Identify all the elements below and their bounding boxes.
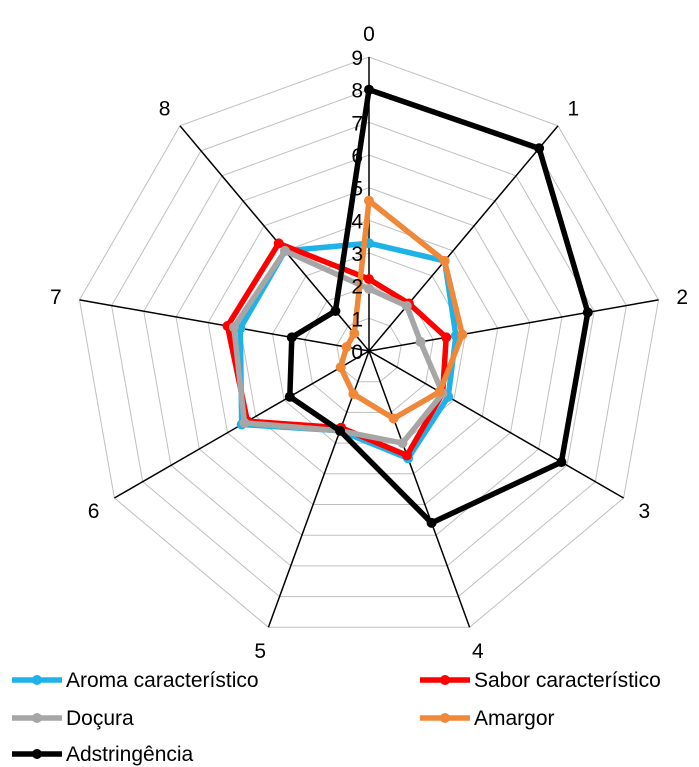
category-label-5: 5 — [254, 640, 266, 663]
series-point-3-3 — [434, 386, 445, 397]
legend-label-4: Adstringência — [66, 743, 194, 766]
legend-item-1: Sabor característico — [420, 669, 661, 692]
series-line-1 — [224, 240, 449, 459]
series-point-2-4 — [397, 438, 408, 449]
series-3 — [335, 195, 468, 424]
category-label-8: 8 — [159, 97, 171, 120]
category-label-6: 6 — [88, 500, 100, 523]
legend-swatch-marker-2 — [32, 713, 42, 723]
series-point-3-4 — [388, 413, 399, 424]
radial-tick-labels: 0 1 2 3 4 5 6 7 8 9 — [351, 47, 363, 364]
tick-label-4: 4 — [351, 210, 363, 233]
tick-label-8: 8 — [351, 80, 363, 103]
series-point-2-8 — [280, 245, 290, 256]
gridline-5 — [207, 187, 531, 505]
axis-spoke-8 — [179, 125, 370, 352]
series-point-4-0 — [364, 84, 374, 95]
series-line-0 — [237, 240, 459, 462]
legend-label-0: Aroma característico — [66, 669, 259, 692]
radar-series — [222, 84, 593, 528]
gridline-7 — [143, 121, 595, 567]
series-point-4-3 — [556, 457, 567, 468]
category-label-1: 1 — [568, 97, 580, 120]
series-point-4-1 — [534, 143, 545, 154]
gridline-8 — [111, 89, 627, 598]
legend-item-4: Adstringência — [12, 743, 194, 766]
series-point-3-6 — [335, 362, 346, 373]
tick-label-6: 6 — [351, 145, 363, 168]
series-point-3-5 — [348, 389, 359, 399]
category-label-3: 3 — [639, 500, 651, 523]
tick-label-9: 9 — [351, 47, 363, 70]
legend-label-2: Doçura — [66, 707, 134, 730]
legend-swatch-marker-1 — [440, 675, 450, 685]
series-point-2-1 — [401, 301, 412, 311]
series-point-4-4 — [426, 517, 437, 528]
series-4 — [284, 84, 593, 528]
series-point-2-0 — [364, 283, 374, 294]
legend-item-2: Doçura — [12, 707, 134, 730]
gridline-6 — [175, 154, 563, 536]
series-point-2-7 — [228, 322, 239, 333]
series-point-1-4 — [402, 450, 412, 461]
category-label-7: 7 — [50, 286, 62, 309]
gridline-1 — [336, 317, 402, 383]
series-point-3-2 — [457, 329, 468, 340]
series-point-4-6 — [284, 391, 295, 402]
series-line-3 — [337, 197, 466, 422]
series-point-4-5 — [335, 425, 345, 436]
tick-label-1: 1 — [351, 308, 363, 331]
legend-label-1: Sabor característico — [474, 669, 661, 692]
series-point-3-8 — [349, 328, 360, 339]
series-line-4 — [287, 86, 591, 526]
category-label-0: 0 — [363, 23, 375, 46]
axis-spoke-4 — [368, 350, 471, 628]
axis-spoke-1 — [368, 125, 559, 352]
tick-label-5: 5 — [351, 178, 363, 201]
axis-spoke-3 — [368, 350, 624, 499]
series-point-1-8 — [273, 238, 284, 249]
series-point-1-2 — [441, 332, 452, 343]
legend-label-3: Amargor — [474, 707, 555, 730]
series-point-3-0 — [364, 195, 374, 206]
series-line-2 — [231, 248, 446, 446]
legend-item-3: Amargor — [420, 707, 555, 730]
tick-label-0: 0 — [351, 341, 363, 364]
series-point-3-1 — [439, 255, 450, 266]
series-point-3-7 — [341, 342, 352, 352]
series-point-1-0 — [364, 274, 374, 285]
category-label-2: 2 — [676, 286, 688, 309]
tick-label-7: 7 — [351, 112, 363, 135]
legend-swatch-marker-3 — [440, 713, 450, 723]
tick-label-2: 2 — [351, 276, 363, 299]
tick-label-3: 3 — [351, 243, 363, 266]
legend-item-0: Aroma característico — [12, 669, 259, 692]
category-label-4: 4 — [472, 640, 484, 663]
series-point-4-7 — [286, 332, 297, 343]
series-point-2-6 — [239, 417, 250, 428]
legend-swatch-marker-0 — [32, 675, 42, 685]
series-point-2-2 — [415, 336, 426, 347]
series-point-4-8 — [330, 306, 341, 316]
series-point-4-2 — [582, 307, 593, 318]
gridline-9 — [78, 56, 660, 628]
category-labels: 0 1 2 3 4 5 6 7 8 — [50, 23, 688, 663]
legend-swatch-marker-4 — [32, 749, 42, 759]
legend: Aroma característico Sabor característico… — [12, 669, 661, 766]
